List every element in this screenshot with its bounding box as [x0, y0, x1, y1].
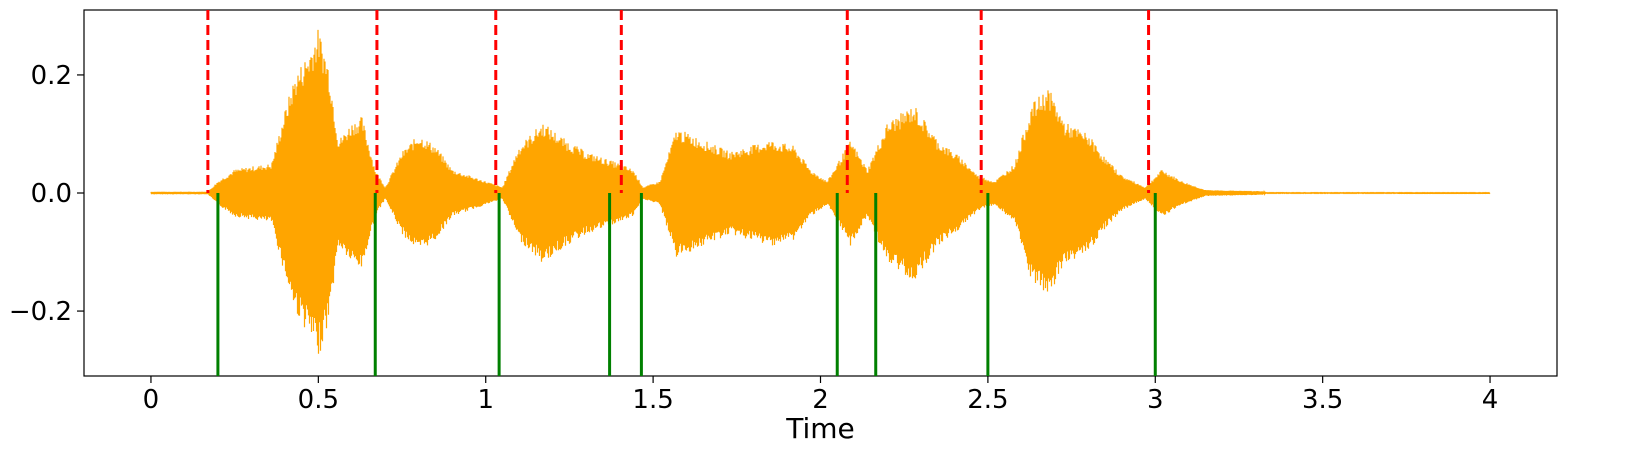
x-tick-label: 4	[1482, 385, 1499, 415]
x-tick-label: 1.5	[632, 385, 673, 415]
y-tick-label: 0.2	[31, 61, 72, 91]
x-tick-label: 2	[812, 385, 829, 415]
x-tick-label: 3.5	[1302, 385, 1343, 415]
y-tick-label: −0.2	[9, 297, 72, 327]
solid-onset-lines	[216, 193, 1157, 376]
x-axis: 0 0.5 1 1.5 2 2.5 3 3.5 4	[143, 376, 1499, 415]
dashed-onset-lines	[206, 10, 1151, 193]
y-tick-label: 0.0	[31, 179, 72, 209]
x-tick-label: 1	[477, 385, 494, 415]
x-tick-label: 2.5	[967, 385, 1008, 415]
y-axis: −0.2 0.0 0.2	[9, 61, 84, 327]
x-tick-label: 3	[1147, 385, 1164, 415]
plot-area	[83, 9, 1558, 377]
x-tick-label: 0	[143, 385, 160, 415]
waveform-series	[150, 29, 1491, 354]
x-axis-label: Time	[785, 412, 855, 445]
x-tick-label: 0.5	[298, 385, 339, 415]
waveform-trace	[150, 29, 1491, 354]
